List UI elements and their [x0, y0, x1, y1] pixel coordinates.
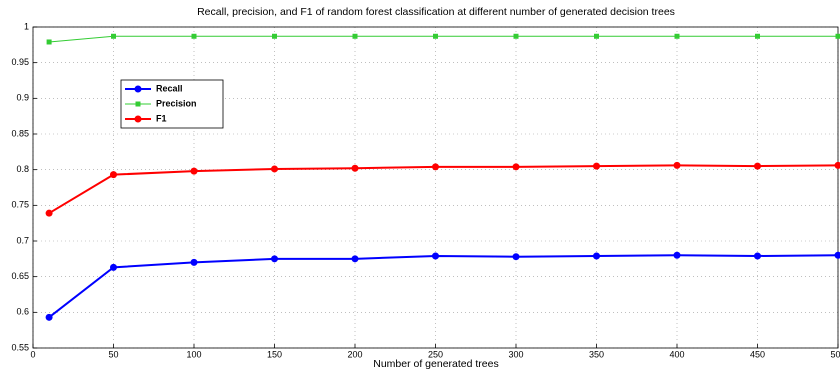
y-tick-label: 0.9 [16, 93, 29, 103]
legend-marker [134, 115, 142, 123]
data-point [351, 164, 359, 172]
data-point [674, 33, 680, 39]
x-tick-label: 150 [267, 349, 282, 359]
data-point [46, 39, 52, 45]
legend-label: Precision [156, 98, 197, 108]
data-point [755, 33, 760, 39]
data-point [593, 252, 600, 260]
data-point [191, 33, 197, 39]
data-point [271, 255, 278, 263]
chart-title: Recall, precision, and F1 of random fore… [197, 6, 675, 18]
data-point [433, 33, 438, 39]
data-point [110, 263, 117, 271]
legend-marker [135, 101, 141, 107]
data-point [513, 33, 519, 39]
data-point [754, 252, 761, 260]
data-point [272, 33, 277, 39]
plot-frame [32, 26, 839, 349]
series-line [48, 164, 839, 215]
legend-label: F1 [156, 113, 167, 123]
y-tick-label: 0.6 [16, 307, 29, 317]
y-tick-label: 0.65 [11, 271, 29, 281]
data-point [834, 161, 840, 169]
series-line [49, 35, 838, 43]
x-tick-label: 350 [589, 349, 604, 359]
series-line [48, 254, 839, 319]
data-point [190, 167, 198, 175]
data-point [834, 251, 840, 259]
data-point [110, 171, 117, 179]
x-axis-label: Number of generated trees [373, 358, 499, 370]
y-tick-label: 0.75 [11, 200, 29, 210]
legend-marker [134, 85, 142, 93]
data-point [593, 162, 600, 170]
data-point [352, 33, 358, 39]
y-tick-label: 1 [24, 21, 29, 31]
data-point [45, 313, 53, 321]
y-tick-label: 0.85 [11, 128, 29, 138]
data-point [754, 162, 761, 170]
x-tick-label: 200 [347, 349, 362, 359]
x-tick-label: 50 [108, 349, 118, 359]
data-point [673, 161, 681, 169]
data-point [594, 33, 599, 39]
data-point [111, 33, 116, 39]
x-tick-label: 450 [750, 349, 765, 359]
data-point [271, 165, 278, 173]
data-point [432, 163, 439, 171]
y-tick-label: 0.55 [11, 342, 29, 352]
x-tick-label: 400 [669, 349, 684, 359]
data-point [673, 251, 681, 259]
data-point [512, 253, 520, 261]
legend: Recall Precision F1 [120, 79, 224, 129]
x-tick-label: 0 [30, 349, 35, 359]
x-tick-label: 100 [186, 349, 201, 359]
data-point [512, 163, 520, 171]
data-point [190, 258, 198, 266]
data-point [432, 252, 439, 260]
y-tick-label: 0.7 [16, 235, 29, 245]
x-tick-label: 500 [830, 349, 840, 359]
y-tick-label: 0.95 [11, 57, 29, 67]
data-point [835, 33, 840, 39]
x-tick-label: 300 [508, 349, 523, 359]
x-tick-label: 250 [428, 349, 443, 359]
data-point [351, 255, 359, 263]
legend-label: Recall [156, 83, 183, 93]
y-tick-label: 0.8 [16, 164, 29, 174]
data-point [45, 209, 53, 217]
